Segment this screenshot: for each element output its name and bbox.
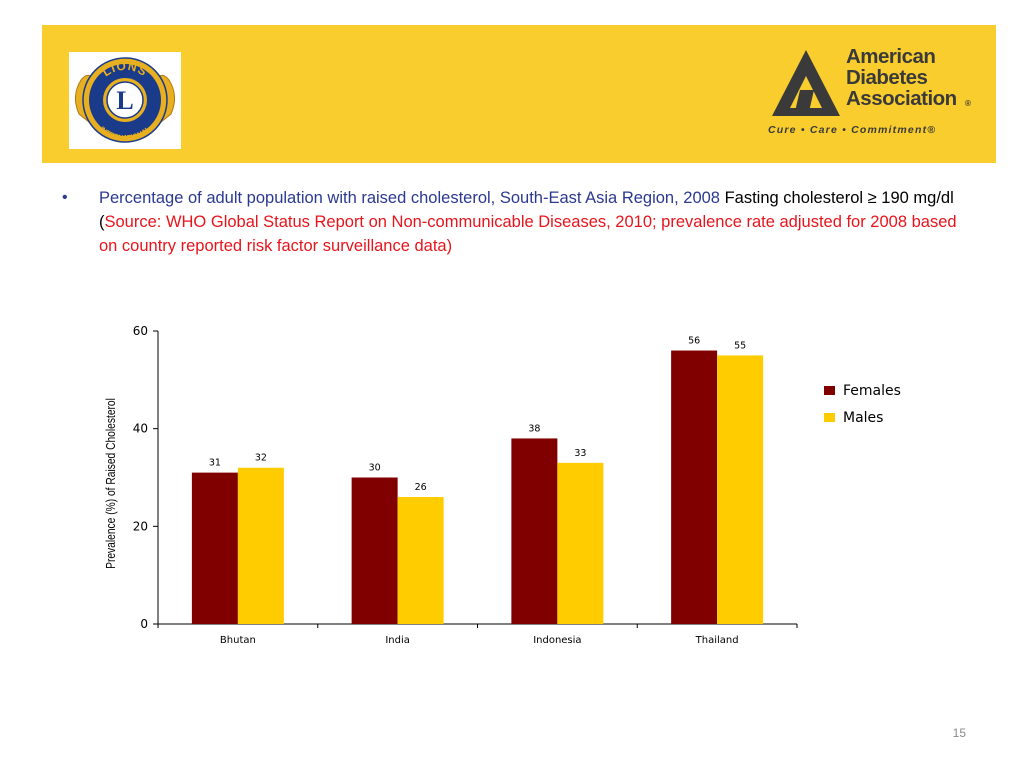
data-label: 30 (369, 463, 381, 474)
x-tick-label: Thailand (695, 635, 739, 646)
bullet-definition: Fasting cholesterol ≥ 190 mg/dl ( (99, 189, 954, 231)
bar-males (717, 355, 764, 624)
page-number: 15 (952, 726, 966, 740)
ada-logo: American Diabetes Association ® Cure • C… (766, 44, 981, 144)
bullet-source: Source: WHO Global Status Report on Non-… (99, 213, 957, 255)
lions-logo-icon: L LIONS INTERNATIONAL (75, 57, 175, 143)
bar-females (671, 350, 718, 624)
header-banner (42, 25, 996, 163)
ada-name-line-1: American (846, 45, 936, 68)
ada-name-line-3: Association (846, 87, 957, 110)
chart: 0 20 40 60 Prevalence (%) of Raised Choleste… (95, 312, 935, 652)
legend-swatch-males (824, 413, 835, 422)
x-tick-label: Bhutan (220, 635, 256, 646)
data-label: 56 (688, 336, 700, 347)
lions-letter: L (116, 86, 133, 115)
y-axis-label: Prevalence (%) of Raised Cholesterol (105, 398, 118, 569)
svg-text:LIONS: LIONS (100, 59, 150, 80)
data-label: 32 (255, 453, 267, 464)
ada-name-line-2: Diabetes (846, 66, 928, 89)
bullet-title: Percentage of adult population with rais… (99, 189, 720, 207)
legend-label-females: Females (843, 383, 901, 399)
legend-swatch-females (824, 386, 835, 395)
ada-tagline: Cure • Care • Commitment® (768, 124, 937, 136)
x-tick-label: India (385, 635, 410, 646)
bar-males (557, 462, 604, 624)
bar-females (511, 438, 558, 624)
y-tick-label: 40 (133, 422, 148, 436)
data-label: 26 (415, 482, 427, 493)
data-label: 33 (574, 448, 586, 459)
data-label: 31 (209, 458, 221, 469)
data-label: 55 (734, 340, 746, 351)
bullet-text: Percentage of adult population with rais… (99, 186, 959, 258)
bar-females (351, 477, 398, 624)
lions-logo: L LIONS INTERNATIONAL (69, 52, 181, 149)
ada-registered-mark: ® (965, 99, 971, 108)
data-label: 38 (528, 423, 540, 434)
lions-top-text: LIONS (100, 59, 149, 80)
y-tick-label: 0 (140, 617, 148, 631)
x-tick-label: Indonesia (533, 635, 581, 646)
bullet-symbol: • (62, 189, 68, 206)
y-tick-label: 60 (133, 324, 148, 338)
y-tick-label: 20 (133, 519, 148, 533)
legend-label-males: Males (843, 410, 883, 426)
bar-females (191, 472, 238, 624)
bar-males (237, 467, 284, 624)
bar-chart: 0 20 40 60 Prevalence (%) of Raised Choleste… (105, 324, 901, 646)
ada-triangle-icon (772, 50, 840, 116)
bar-males (397, 497, 444, 624)
ada-name: American Diabetes Association (846, 46, 957, 109)
